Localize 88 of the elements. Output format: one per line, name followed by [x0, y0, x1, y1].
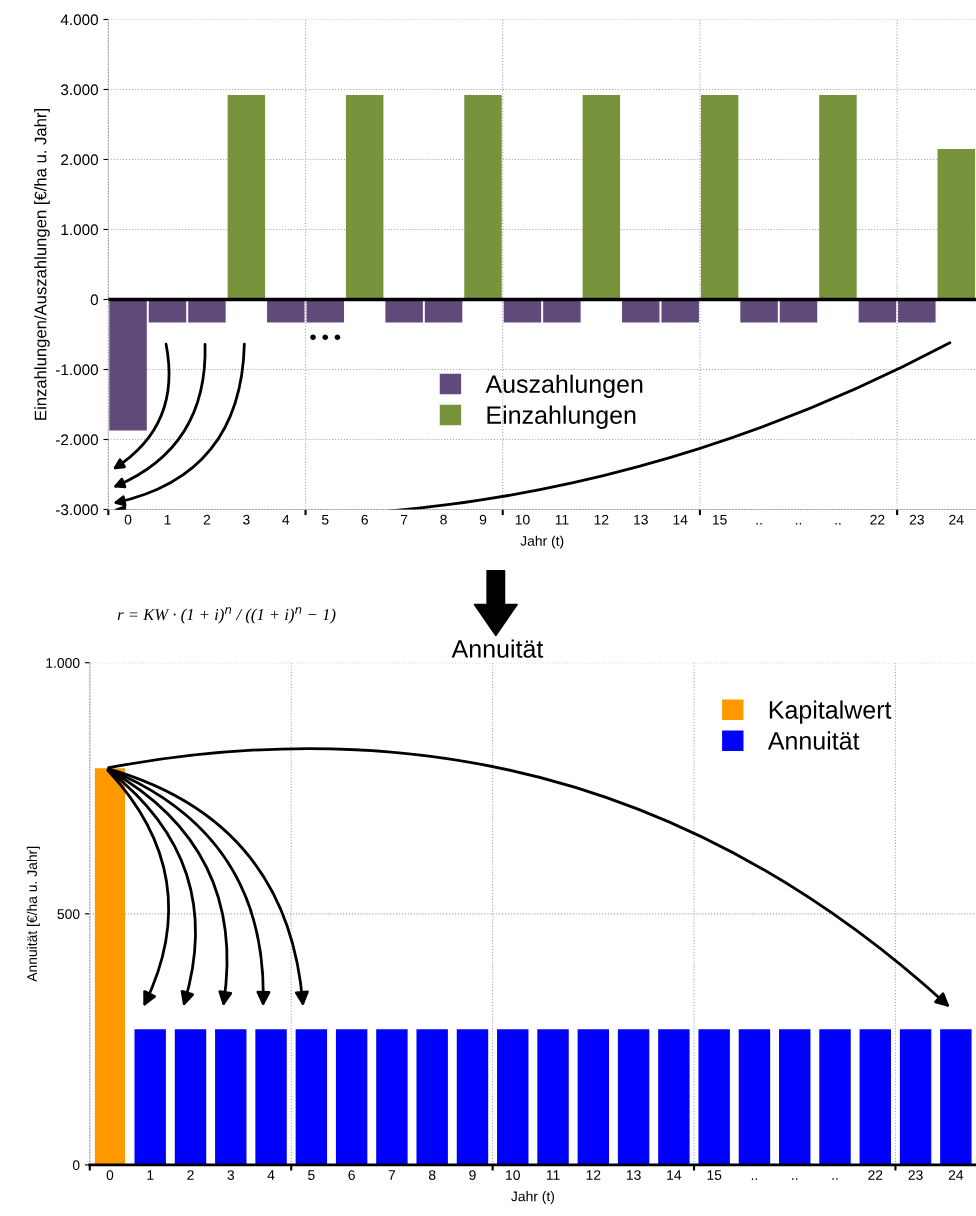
- x-tick-label: 12: [594, 514, 609, 525]
- bar: [858, 299, 897, 323]
- text: r = KW · (1 + i)$^{n}$ / ((1 + i)$^{n}$ − 1): [117, 607, 336, 624]
- bar: [740, 299, 778, 323]
- x-tick-label: 12: [586, 1170, 601, 1180]
- bar: [582, 95, 621, 300]
- x-tick-label: ..: [756, 522, 762, 525]
- bar: [148, 299, 187, 323]
- legend-label: Auszahlungen: [485, 374, 643, 398]
- x-tick-label: 10: [506, 1170, 520, 1180]
- bar: [543, 299, 581, 323]
- x-tick-label: ..: [832, 1178, 838, 1180]
- x-tick-label: 10: [515, 514, 530, 525]
- x-axis-title: Jahr (t): [520, 535, 564, 549]
- x-tick-label: 0: [124, 514, 132, 525]
- bar: [661, 299, 699, 323]
- y-tick-label: 3.000: [60, 84, 99, 96]
- x-tick-label: 24: [948, 1170, 964, 1180]
- x-tick-label: 3: [227, 1170, 235, 1180]
- bar: [464, 95, 502, 300]
- y-tick-label: -1.000: [55, 364, 99, 376]
- bar: [306, 299, 344, 323]
- x-tick-label: 5: [308, 1170, 315, 1180]
- x-tick-label: 6: [348, 1170, 355, 1180]
- x-tick-label: 24: [949, 514, 964, 525]
- x-tick-label: 22: [870, 514, 885, 525]
- x-tick-label: 13: [626, 1170, 641, 1180]
- bar: [109, 299, 147, 431]
- x-tick-label: 5: [321, 514, 329, 525]
- y-tick-label: 500: [57, 909, 80, 919]
- x-tick-label: 14: [667, 1170, 682, 1180]
- x-tick-label: 11: [546, 1170, 560, 1180]
- x-tick-label: 8: [440, 514, 447, 525]
- x-tick-label: 13: [634, 514, 648, 525]
- y-tick-label: 1.000: [46, 658, 80, 668]
- x-tick-label: 7: [388, 1170, 396, 1180]
- y-tick-label: 2.000: [61, 154, 99, 166]
- chart-title: Annuität: [451, 639, 544, 658]
- y-tick-label: 0: [90, 294, 99, 306]
- bar: [819, 95, 857, 300]
- x-tick-label: 7: [400, 514, 408, 525]
- x-tick-label: 8: [428, 1170, 436, 1180]
- y-tick-label: -3.000: [55, 504, 99, 516]
- bar: [700, 95, 739, 300]
- x-tick-label: 9: [469, 1170, 476, 1180]
- legend-label: Annuität: [767, 731, 860, 750]
- y-tick-label: 4.000: [60, 14, 99, 26]
- y-tick-label: 1.000: [61, 224, 99, 236]
- y-tick-label: 0: [72, 1160, 80, 1171]
- x-tick-label: 11: [555, 514, 569, 525]
- x-tick-label: 23: [908, 1170, 923, 1180]
- bar: [937, 148, 976, 300]
- legend-label: Kapitalwert: [769, 700, 892, 724]
- x-tick-label: 14: [673, 514, 688, 525]
- x-tick-label: ..: [751, 1178, 758, 1180]
- bar: [622, 299, 660, 323]
- x-axis-title: Jahr (t): [511, 1191, 555, 1205]
- x-tick-label: 15: [712, 514, 727, 525]
- legend-label: Einzahlungen: [487, 405, 636, 429]
- y-axis-title: Annuität [€/ha u. Jahr]: [26, 846, 40, 982]
- x-tick-label: 2: [203, 514, 211, 525]
- x-tick-label: 0: [106, 1170, 114, 1180]
- x-tick-label: 23: [909, 514, 924, 525]
- bar: [898, 299, 936, 323]
- x-tick-label: 22: [868, 1170, 883, 1180]
- bar: [424, 299, 463, 323]
- x-tick-label: ..: [792, 1178, 798, 1180]
- bar: [503, 299, 542, 323]
- x-tick-label: 4: [267, 1170, 275, 1180]
- x-tick-label: 2: [187, 1170, 194, 1180]
- y-axis-title: Einzahlungen/Auszahlungen [€/ha u. Jahr]: [34, 109, 50, 420]
- bar: [267, 299, 305, 323]
- bar: [227, 95, 266, 300]
- x-tick-label: 1: [147, 1170, 154, 1180]
- bar: [385, 299, 423, 323]
- annotation: • • •: [310, 334, 341, 341]
- x-tick-label: 15: [707, 1170, 722, 1180]
- x-tick-label: ..: [835, 522, 841, 525]
- x-tick-label: 1: [164, 514, 171, 525]
- bar: [188, 299, 226, 323]
- x-tick-label: 6: [361, 514, 368, 525]
- x-tick-label: 3: [243, 514, 250, 525]
- bar: [345, 95, 384, 300]
- x-tick-label: 9: [479, 514, 487, 525]
- x-tick-label: ..: [795, 522, 802, 525]
- y-tick-label: -2.000: [55, 434, 99, 446]
- bar: [779, 299, 818, 323]
- x-tick-label: 4: [282, 514, 290, 525]
